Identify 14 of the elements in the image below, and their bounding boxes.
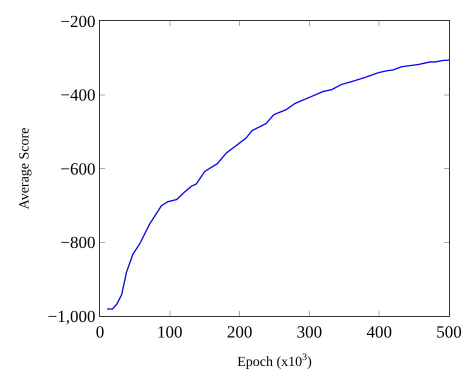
y-tick-label: −800 (60, 233, 96, 252)
x-tick-label: 500 (436, 322, 462, 342)
x-axis-title: Epoch (x10$^{3}$) (237, 352, 312, 370)
y-tick-label: −200 (60, 12, 96, 31)
x-tick-label: 200 (226, 322, 252, 342)
x-tick-label: 400 (366, 322, 392, 342)
y-tick-label: −1,000 (48, 306, 96, 326)
y-tick-label: −400 (60, 86, 96, 105)
y-axis-title: Average Score (17, 128, 32, 210)
x-tick-label: 300 (296, 322, 322, 342)
line-series (106, 59, 449, 310)
x-tick-label: 100 (157, 322, 183, 342)
y-tick-label: −600 (60, 159, 96, 178)
x-tick-label: 0 (96, 322, 104, 342)
